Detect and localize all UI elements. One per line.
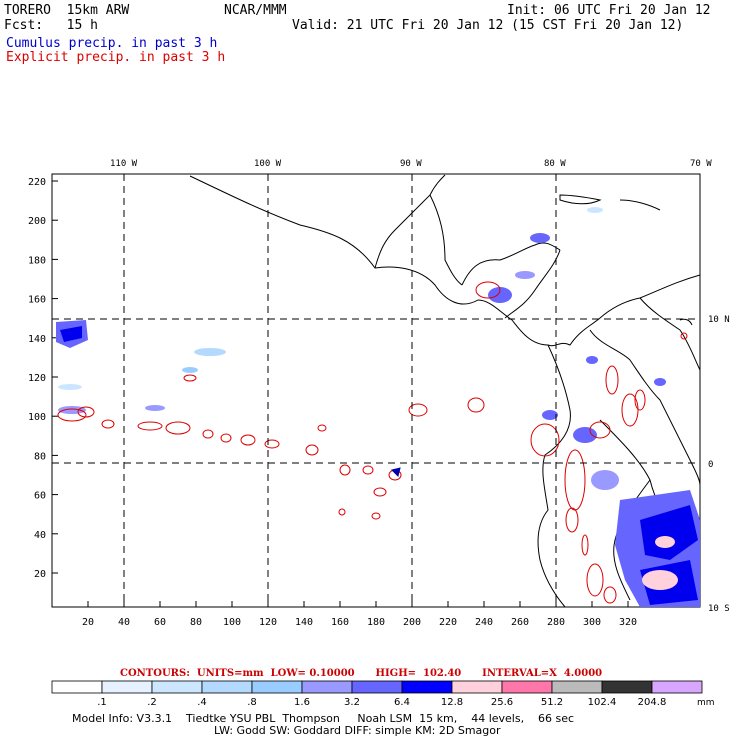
colorbar-label: 102.4 (588, 697, 617, 708)
valid-time: Valid: 21 UTC Fri 20 Jan 12 (15 CST Fri … (292, 18, 684, 33)
colorbar-swatch (501, 680, 553, 694)
x-tick-label: 240 (475, 617, 493, 628)
lon-label: 110 W (110, 159, 138, 169)
cumulus-precip (56, 207, 700, 607)
colorbar-swatch (451, 680, 503, 694)
colorbar-swatch (551, 680, 603, 694)
colorbar-label: 3.2 (344, 697, 360, 708)
graticule (52, 174, 700, 607)
lon-label: 90 W (400, 159, 422, 169)
x-tick-label: 100 (223, 617, 241, 628)
y-tick-label: 140 (28, 334, 46, 345)
model-info-line1: Model Info: V3.3.1 Tiedtke YSU PBL Thomp… (72, 712, 575, 725)
colorbar-label: 1.6 (294, 697, 310, 708)
lon-label: 70 W (690, 159, 712, 169)
org-label: NCAR/MMM (224, 3, 287, 18)
y-tick-label: 100 (28, 412, 46, 423)
coastlines (189, 174, 701, 608)
lat-label: 10 N (708, 315, 730, 325)
x-tick-label: 40 (118, 617, 130, 628)
colorbar-swatch (651, 680, 703, 694)
x-tick-label: 20 (82, 617, 94, 628)
init-time: Init: 06 UTC Fri 20 Jan 12 (507, 3, 711, 18)
colorbar-swatch (151, 680, 203, 694)
lat-label: 10 S (708, 604, 730, 614)
colorbar-label: 25.6 (491, 697, 513, 708)
explicit-field-label: Explicit precip. in past 3 h (6, 50, 226, 65)
x-tick-label: 180 (367, 617, 385, 628)
x-tick-label: 200 (403, 617, 421, 628)
colorbar-swatch (351, 680, 403, 694)
x-tick-label: 80 (190, 617, 202, 628)
explicit-precip-contours (57, 281, 688, 604)
colorbar-label: .4 (197, 697, 207, 708)
contours-info: CONTOURS: UNITS=mm LOW= 0.10000 HIGH= 10… (120, 668, 603, 679)
colorbar-unit: mm (697, 698, 715, 708)
colorbar-label: 6.4 (394, 697, 410, 708)
colorbar-swatch (51, 680, 103, 694)
y-tick-label: 20 (34, 569, 46, 580)
x-tick-label: 300 (583, 617, 601, 628)
colorbar-swatch (301, 680, 353, 694)
x-tick-label: 320 (619, 617, 637, 628)
forecast-hour: Fcst: 15 h (4, 18, 98, 33)
y-tick-label: 40 (34, 530, 46, 541)
map-frame (51, 173, 701, 608)
lon-label: 80 W (544, 159, 566, 169)
y-tick-label: 60 (34, 491, 46, 502)
y-tick-label: 180 (28, 255, 46, 266)
y-tick-label: 160 (28, 295, 46, 306)
y-tick-label: 200 (28, 216, 46, 227)
colorbar-label: 51.2 (541, 697, 563, 708)
x-tick-label: 60 (154, 617, 166, 628)
x-tick-label: 160 (331, 617, 349, 628)
y-tick-label: 220 (28, 177, 46, 188)
colorbar-swatch (251, 680, 303, 694)
model-info-line2: LW: Godd SW: Goddard DIFF: simple KM: 2D… (214, 724, 501, 737)
cumulus-field-label: Cumulus precip. in past 3 h (6, 36, 218, 51)
colorbar-label: .8 (247, 697, 257, 708)
colorbar-label: 12.8 (441, 697, 463, 708)
x-tick-label: 260 (511, 617, 529, 628)
y-tick-label: 120 (28, 373, 46, 384)
x-tick-label: 120 (259, 617, 277, 628)
colorbar-swatch (601, 680, 653, 694)
lat-label: 0 (708, 460, 713, 470)
x-tick-label: 280 (547, 617, 565, 628)
colorbar-swatch (201, 680, 253, 694)
model-title: TORERO 15km ARW (4, 3, 130, 18)
y-tick-label: 80 (34, 451, 46, 462)
colorbar-label: 204.8 (638, 697, 667, 708)
colorbar (51, 680, 703, 694)
colorbar-swatch (101, 680, 153, 694)
colorbar-label: .1 (97, 697, 107, 708)
x-tick-label: 140 (295, 617, 313, 628)
colorbar-swatch (401, 680, 453, 694)
x-tick-label: 220 (439, 617, 457, 628)
colorbar-label: .2 (147, 697, 157, 708)
lon-label: 100 W (254, 159, 282, 169)
